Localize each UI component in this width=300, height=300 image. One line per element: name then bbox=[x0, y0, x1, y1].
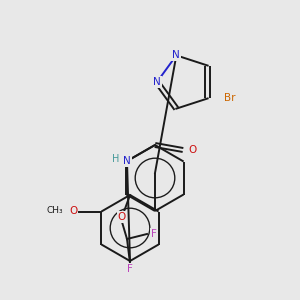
Text: N: N bbox=[123, 156, 131, 166]
Text: O: O bbox=[69, 206, 77, 217]
Text: N: N bbox=[153, 77, 161, 87]
Text: CH₃: CH₃ bbox=[47, 206, 63, 215]
Text: F: F bbox=[127, 264, 133, 274]
Text: H: H bbox=[112, 154, 119, 164]
Text: O: O bbox=[118, 212, 126, 222]
Text: O: O bbox=[188, 145, 196, 155]
Text: Br: Br bbox=[224, 94, 235, 103]
Text: N: N bbox=[172, 50, 180, 60]
Text: F: F bbox=[151, 229, 157, 239]
